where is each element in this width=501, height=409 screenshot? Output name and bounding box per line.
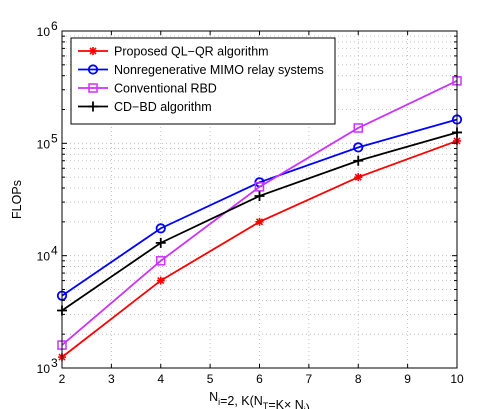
legend-item: CD−BD algorithm [78, 100, 212, 114]
legend-swatch-marker-shape [88, 101, 98, 112]
series-1-point-core [158, 278, 163, 283]
series-1-point [156, 276, 165, 285]
legend-label: Conventional RBD [114, 82, 217, 96]
legend-item: Proposed QL−QR algorithm [78, 45, 269, 59]
series-3-point [254, 182, 265, 192]
legend-swatch-marker [89, 47, 97, 55]
series-1-point [354, 173, 363, 182]
y-tick-exponent: 6 [51, 19, 58, 33]
series-2-point [353, 142, 364, 153]
x-tick-label: 10 [450, 372, 464, 386]
series-3-point [353, 123, 363, 133]
series-2-point-shape [155, 223, 166, 234]
legend-label: CD−BD algorithm [114, 100, 212, 114]
y-tick-label: 10 [37, 25, 51, 39]
y-tick-exponent: 3 [51, 356, 58, 370]
series-2-point-shape [353, 142, 364, 153]
series-3-point-shape [156, 256, 166, 266]
legend-item: Conventional RBD [78, 82, 217, 96]
x-tick-label: 6 [256, 372, 263, 386]
legend-swatch-marker-shape [88, 83, 98, 93]
series-4-point-shape [254, 190, 265, 201]
x-tick-label: 5 [207, 372, 214, 386]
y-tick-label: 10 [37, 362, 51, 376]
series-3-point-shape [353, 123, 363, 133]
x-axis-label: Ni=2, K(NT=K× Ni) [209, 390, 310, 409]
legend-label: Nonregenerative MIMO relay systems [114, 63, 324, 77]
legend-swatch-marker-shape [87, 64, 99, 75]
series-1-point-core [257, 219, 262, 225]
x-tick-label: 9 [404, 372, 411, 386]
series-4-point [254, 190, 265, 201]
legend-swatch-marker [88, 83, 98, 93]
y-tick-label: 10 [37, 250, 51, 264]
series-4-point-shape [353, 155, 364, 166]
series-3-point [156, 256, 166, 266]
y-tick-exponent: 4 [51, 244, 58, 258]
legend-label: Proposed QL−QR algorithm [114, 45, 269, 59]
series-2-point [155, 223, 166, 234]
x-tick-label: 7 [306, 372, 313, 386]
series-1-line [61, 140, 458, 358]
legend-swatch-marker-core [90, 48, 96, 54]
x-tick-label: 3 [108, 372, 115, 386]
series-3-line [61, 80, 458, 346]
series-1-point [255, 217, 264, 226]
x-tick-label: 8 [355, 372, 362, 386]
legend-swatch-marker [88, 101, 98, 112]
x-tick-label: 4 [157, 372, 164, 386]
legend-item: Nonregenerative MIMO relay systems [78, 63, 324, 77]
series-3-point-shape [254, 182, 265, 192]
series-4-point [353, 155, 364, 166]
y-axis-label: FLOPs [10, 180, 24, 219]
y-tick-label: 10 [37, 137, 51, 151]
ticks [61, 30, 458, 369]
legend: Proposed QL−QR algorithm Nonregenerative … [70, 37, 336, 125]
x-tick-label: 2 [59, 372, 66, 386]
series-1 [58, 136, 461, 362]
series-4-point [155, 237, 166, 248]
y-tick-exponent: 5 [51, 131, 58, 145]
legend-box [70, 37, 336, 125]
series-1-point-core [356, 174, 361, 180]
series-4-point-shape [155, 237, 166, 248]
legend-swatch-marker [87, 64, 99, 75]
